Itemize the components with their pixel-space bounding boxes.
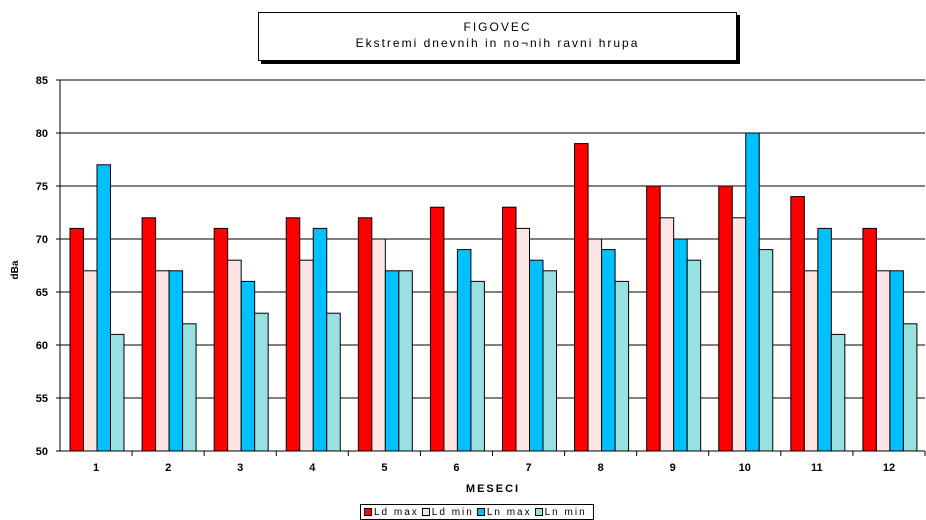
bar [875, 270, 891, 452]
bar [574, 143, 589, 452]
bar [456, 249, 472, 452]
bar [254, 312, 269, 452]
y-tick-label: 60 [36, 340, 48, 352]
legend-label: Ld max [374, 506, 419, 518]
bar [673, 238, 688, 452]
bar [587, 238, 603, 452]
x-axis-title: MESECI [466, 483, 520, 495]
bar [299, 259, 314, 452]
legend-item: Ld max [364, 507, 419, 518]
x-tick-label: 4 [309, 462, 316, 474]
bar [326, 312, 341, 452]
bar [803, 270, 819, 452]
bar [83, 270, 98, 452]
bar [686, 259, 702, 452]
bar [902, 323, 918, 452]
bar [470, 280, 485, 452]
y-tick-label: 70 [36, 234, 48, 246]
bar [69, 227, 84, 452]
bar [110, 333, 125, 452]
bar [515, 227, 530, 452]
bar [889, 270, 904, 452]
chart-legend: Ld max Ld min Ln max Ln min [360, 504, 594, 520]
x-tick-label: 9 [670, 462, 676, 474]
bar [817, 227, 832, 452]
chart-title: FIGOVEC [463, 20, 532, 34]
bar [141, 217, 157, 452]
bar [614, 280, 630, 452]
legend-label: Ld min [431, 506, 474, 518]
bar [312, 227, 328, 452]
bar [429, 206, 445, 452]
bar [155, 270, 170, 452]
legend-swatch [534, 508, 543, 516]
bar [182, 323, 197, 452]
bar [96, 164, 111, 452]
y-tick-label: 50 [36, 446, 48, 458]
x-tick-label: 2 [165, 462, 171, 474]
bar [542, 270, 557, 452]
y-tick-label: 85 [36, 75, 48, 87]
x-tick-label: 7 [525, 462, 531, 474]
x-tick-label: 1 [93, 462, 99, 474]
legend-swatch [364, 508, 372, 516]
y-tick-label: 75 [36, 181, 48, 193]
x-tick-label: 3 [237, 462, 243, 474]
y-axis-title: dBa [10, 260, 21, 279]
y-tick-label: 55 [36, 393, 48, 405]
legend-item: Ld min [421, 506, 474, 518]
bar [862, 227, 877, 452]
bar [731, 217, 747, 452]
legend-item: Ln min [534, 506, 587, 518]
legend-item: Ln max [476, 506, 532, 518]
legend-swatch [476, 508, 485, 516]
chart-title-box: FIGOVEC Ekstremi dnevnih in no¬nih ravni… [258, 12, 737, 61]
x-tick-label: 8 [598, 462, 604, 474]
bar [745, 132, 760, 452]
bar [227, 259, 242, 452]
x-tick-label: 6 [453, 462, 459, 474]
bar [398, 270, 413, 452]
bar [240, 280, 256, 452]
bar [718, 185, 733, 452]
bar [830, 333, 846, 452]
x-tick-label: 10 [739, 462, 751, 474]
x-tick-label: 5 [381, 462, 387, 474]
bar [529, 259, 544, 452]
legend-swatch [421, 508, 430, 516]
y-tick-label: 80 [36, 128, 48, 140]
chart-subtitle: Ekstremi dnevnih in no¬nih ravni hrupa [355, 36, 640, 50]
legend-label: Ln min [544, 506, 587, 518]
bar [758, 249, 774, 452]
bar [285, 217, 301, 452]
bar [790, 196, 805, 452]
y-tick-label: 65 [36, 287, 48, 299]
bar [601, 249, 616, 452]
bar [371, 238, 386, 452]
bar [646, 185, 661, 452]
bar [502, 206, 517, 452]
bar [213, 227, 229, 452]
bar [443, 291, 458, 452]
x-tick-label: 12 [883, 462, 895, 474]
bar [659, 217, 675, 452]
bar [168, 270, 184, 452]
bar [357, 217, 373, 452]
x-tick-label: 11 [811, 462, 823, 474]
bar [384, 270, 400, 452]
legend-label: Ln max [486, 506, 532, 518]
